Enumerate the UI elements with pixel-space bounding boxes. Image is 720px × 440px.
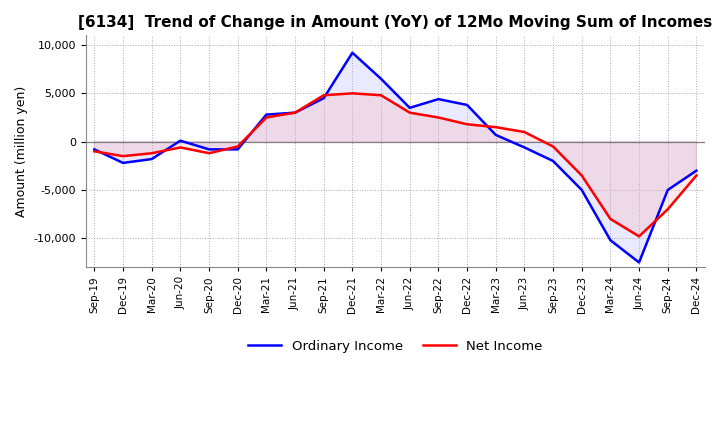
- Net Income: [320, 92, 328, 98]
- Ordinary Income: [663, 187, 672, 193]
- Net Income: [90, 149, 99, 154]
- Ordinary Income: [348, 50, 356, 55]
- Net Income: [176, 145, 185, 150]
- Net Income: [663, 207, 672, 212]
- Ordinary Income: [90, 147, 99, 152]
- Net Income: [405, 110, 414, 115]
- Ordinary Income: [291, 110, 300, 115]
- Legend: Ordinary Income, Net Income: Ordinary Income, Net Income: [243, 334, 548, 358]
- Ordinary Income: [148, 156, 156, 161]
- Ordinary Income: [434, 96, 443, 102]
- Ordinary Income: [233, 147, 242, 152]
- Net Income: [291, 110, 300, 115]
- Net Income: [577, 173, 586, 178]
- Ordinary Income: [520, 145, 528, 150]
- Net Income: [549, 144, 557, 149]
- Net Income: [635, 234, 644, 239]
- Title: [6134]  Trend of Change in Amount (YoY) of 12Mo Moving Sum of Incomes: [6134] Trend of Change in Amount (YoY) o…: [78, 15, 713, 30]
- Line: Ordinary Income: Ordinary Income: [94, 53, 696, 263]
- Net Income: [434, 115, 443, 120]
- Ordinary Income: [463, 102, 472, 107]
- Line: Net Income: Net Income: [94, 93, 696, 236]
- Net Income: [692, 173, 701, 178]
- Net Income: [606, 216, 615, 222]
- Net Income: [348, 91, 356, 96]
- Ordinary Income: [549, 158, 557, 164]
- Ordinary Income: [577, 187, 586, 193]
- Net Income: [233, 144, 242, 149]
- Net Income: [148, 150, 156, 156]
- Ordinary Income: [119, 160, 127, 165]
- Net Income: [492, 125, 500, 130]
- Ordinary Income: [606, 238, 615, 243]
- Ordinary Income: [405, 105, 414, 110]
- Ordinary Income: [204, 147, 213, 152]
- Ordinary Income: [262, 112, 271, 117]
- Net Income: [377, 92, 385, 98]
- Ordinary Income: [176, 138, 185, 143]
- Net Income: [463, 121, 472, 127]
- Ordinary Income: [692, 168, 701, 173]
- Net Income: [204, 150, 213, 156]
- Ordinary Income: [492, 132, 500, 138]
- Ordinary Income: [320, 95, 328, 101]
- Ordinary Income: [635, 260, 644, 265]
- Net Income: [119, 154, 127, 159]
- Net Income: [262, 115, 271, 120]
- Y-axis label: Amount (million yen): Amount (million yen): [15, 86, 28, 217]
- Ordinary Income: [377, 76, 385, 81]
- Net Income: [520, 129, 528, 135]
